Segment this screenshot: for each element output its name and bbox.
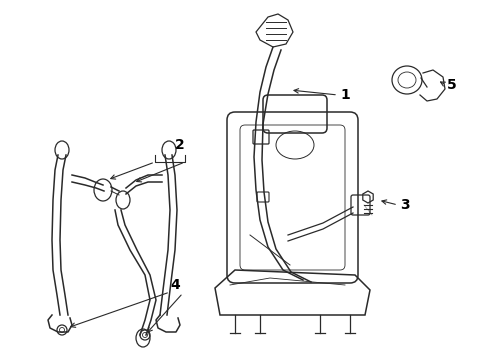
Text: 4: 4	[170, 278, 180, 292]
Text: 5: 5	[446, 78, 456, 92]
Text: 1: 1	[340, 88, 349, 102]
Text: 3: 3	[399, 198, 409, 212]
Text: 2: 2	[175, 138, 184, 152]
